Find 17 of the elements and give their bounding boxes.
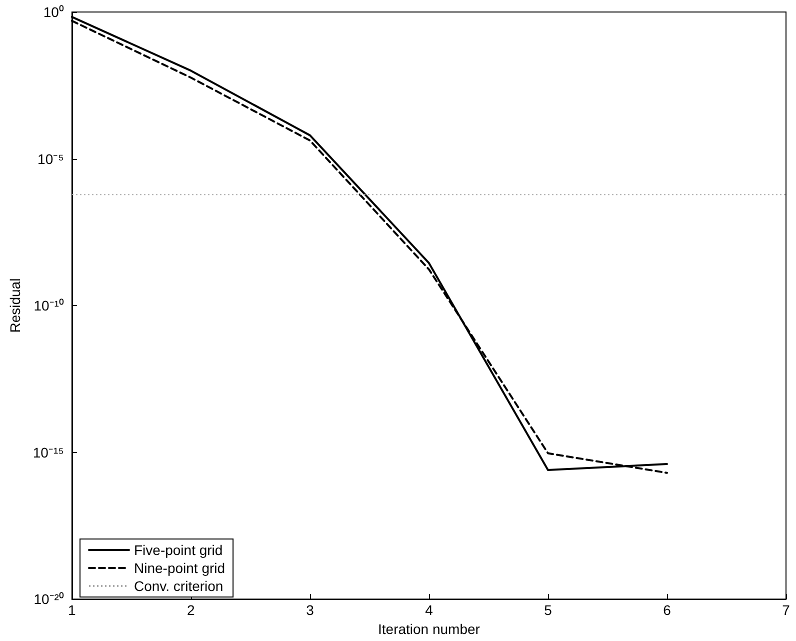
x-tick-label: 1 bbox=[68, 602, 76, 618]
y-axis-title: Residual bbox=[7, 278, 23, 333]
x-tick-label: 7 bbox=[782, 602, 790, 618]
legend-label: Five-point grid bbox=[134, 542, 223, 558]
y-tick-label: 10⁻²⁰ bbox=[34, 591, 64, 608]
x-tick-label: 2 bbox=[187, 602, 196, 618]
x-tick-label: 4 bbox=[425, 602, 434, 618]
legend-label: Nine-point grid bbox=[134, 560, 226, 576]
x-axis-title: Iteration number bbox=[378, 621, 480, 637]
x-tick-label: 3 bbox=[306, 602, 314, 618]
y-tick-label: 10⁻⁵ bbox=[38, 150, 64, 167]
y-tick-label: 10⁻¹⁰ bbox=[34, 298, 64, 314]
x-tick-label: 6 bbox=[663, 602, 672, 618]
x-tick-label: 5 bbox=[544, 602, 552, 618]
y-tick-label: 10⁻¹⁵ bbox=[32, 444, 64, 460]
y-tick-label: 10⁰ bbox=[43, 4, 64, 20]
legend-label: Conv. criterion bbox=[134, 578, 224, 594]
